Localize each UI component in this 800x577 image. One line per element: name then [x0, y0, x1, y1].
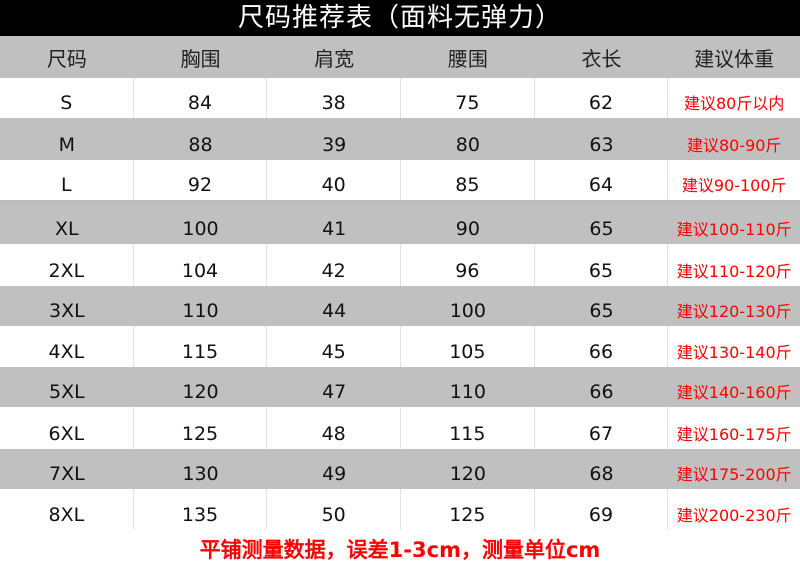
- cell-shoulder: 38: [267, 78, 402, 118]
- cell-chest: 115: [134, 326, 268, 367]
- cell-chest: 135: [134, 489, 268, 530]
- cell-shoulder: 44: [322, 300, 347, 322]
- cell-chest: 84: [134, 78, 268, 118]
- cell-size: 6XL: [0, 407, 134, 449]
- cell-waist: 90: [455, 218, 480, 240]
- cell-weight: 建议110-120斤: [676, 262, 792, 281]
- cell-shoulder: 40: [267, 160, 402, 200]
- table-row: XL 100 41 90 65 建议100-110斤: [0, 204, 800, 244]
- cell-length: 63: [589, 134, 614, 156]
- cell-shoulder: 49: [322, 463, 347, 485]
- cell-length: 66: [535, 326, 669, 367]
- cell-waist: 120: [449, 463, 486, 485]
- cell-length: 66: [589, 381, 614, 403]
- cell-chest: 130: [182, 463, 219, 485]
- cell-shoulder: 39: [322, 134, 347, 156]
- cell-shoulder: 42: [267, 244, 402, 286]
- cell-size: 8XL: [0, 489, 134, 530]
- table-row: M 88 39 80 63 建议80-90斤: [0, 118, 800, 160]
- cell-chest: 88: [188, 134, 213, 156]
- cell-size: 4XL: [0, 326, 134, 367]
- cell-chest: 110: [182, 300, 219, 322]
- cell-length: 64: [535, 160, 669, 200]
- header-weight: 建议体重: [694, 47, 775, 71]
- table-row: S 84 38 75 62 建议80斤以内: [0, 78, 800, 118]
- cell-length: 65: [589, 300, 614, 322]
- header-length: 衣长: [581, 47, 622, 71]
- chart-title: 尺码推荐表（面料无弹力）: [0, 0, 800, 36]
- cell-waist: 80: [455, 134, 480, 156]
- cell-waist: 75: [401, 78, 535, 118]
- cell-chest: 100: [182, 218, 219, 240]
- cell-waist: 110: [449, 381, 486, 403]
- divider: [0, 200, 800, 204]
- cell-shoulder: 48: [267, 407, 402, 449]
- cell-waist: 115: [401, 407, 535, 449]
- cell-weight: 建议175-200斤: [676, 465, 792, 484]
- cell-waist: 125: [401, 489, 535, 530]
- cell-length: 67: [535, 407, 669, 449]
- table-row: 5XL 120 47 110 66 建议140-160斤: [0, 367, 800, 407]
- cell-length: 62: [535, 78, 669, 118]
- cell-weight: 建议160-175斤: [676, 425, 792, 444]
- cell-shoulder: 41: [322, 218, 347, 240]
- table-row: 8XL 135 50 125 69 建议200-230斤: [0, 489, 800, 530]
- table-row: L 92 40 85 64 建议90-100斤: [0, 160, 800, 200]
- cell-chest: 125: [134, 407, 268, 449]
- header-size: 尺码: [46, 47, 87, 71]
- cell-waist: 96: [401, 244, 535, 286]
- cell-weight: 建议100-110斤: [676, 220, 792, 239]
- header-row: 尺码 胸围 肩宽 腰围 衣长 建议体重: [0, 36, 800, 78]
- footer-note: 平铺测量数据，误差1-3cm，测量单位cm: [199, 538, 601, 562]
- header-waist: 腰围: [447, 47, 488, 71]
- cell-chest: 92: [134, 160, 268, 200]
- cell-size: S: [0, 78, 134, 118]
- cell-size: 2XL: [0, 244, 134, 286]
- cell-chest: 104: [134, 244, 268, 286]
- cell-size: XL: [55, 218, 79, 240]
- cell-weight: 建议130-140斤: [676, 343, 792, 362]
- cell-shoulder: 45: [267, 326, 402, 367]
- cell-weight: 建议90-100斤: [681, 176, 787, 195]
- header-shoulder: 肩宽: [314, 47, 355, 71]
- table-row: 7XL 130 49 120 68 建议175-200斤: [0, 449, 800, 489]
- cell-length: 65: [535, 244, 669, 286]
- cell-length: 68: [589, 463, 614, 485]
- cell-weight: 建议120-130斤: [676, 302, 792, 321]
- cell-waist: 100: [449, 300, 486, 322]
- cell-weight: 建议140-160斤: [676, 383, 792, 402]
- cell-size: L: [0, 160, 134, 200]
- table-row: 6XL 125 48 115 67 建议160-175斤: [0, 407, 800, 449]
- table-row: 2XL 104 42 96 65 建议110-120斤: [0, 244, 800, 286]
- cell-size: M: [58, 134, 76, 156]
- cell-shoulder: 50: [267, 489, 402, 530]
- cell-weight: 建议80斤以内: [684, 94, 785, 113]
- cell-size: 5XL: [48, 381, 85, 403]
- cell-chest: 120: [182, 381, 219, 403]
- table-row: 4XL 115 45 105 66 建议130-140斤: [0, 326, 800, 367]
- cell-weight: 建议80-90斤: [686, 136, 782, 155]
- cell-waist: 105: [401, 326, 535, 367]
- cell-weight: 建议200-230斤: [676, 506, 792, 525]
- table-row: 3XL 110 44 100 65 建议120-130斤: [0, 286, 800, 326]
- header-chest: 胸围: [180, 47, 221, 71]
- cell-size: 3XL: [48, 300, 85, 322]
- cell-shoulder: 47: [322, 381, 347, 403]
- cell-waist: 85: [401, 160, 535, 200]
- cell-length: 65: [589, 218, 614, 240]
- cell-length: 69: [535, 489, 669, 530]
- cell-size: 7XL: [48, 463, 85, 485]
